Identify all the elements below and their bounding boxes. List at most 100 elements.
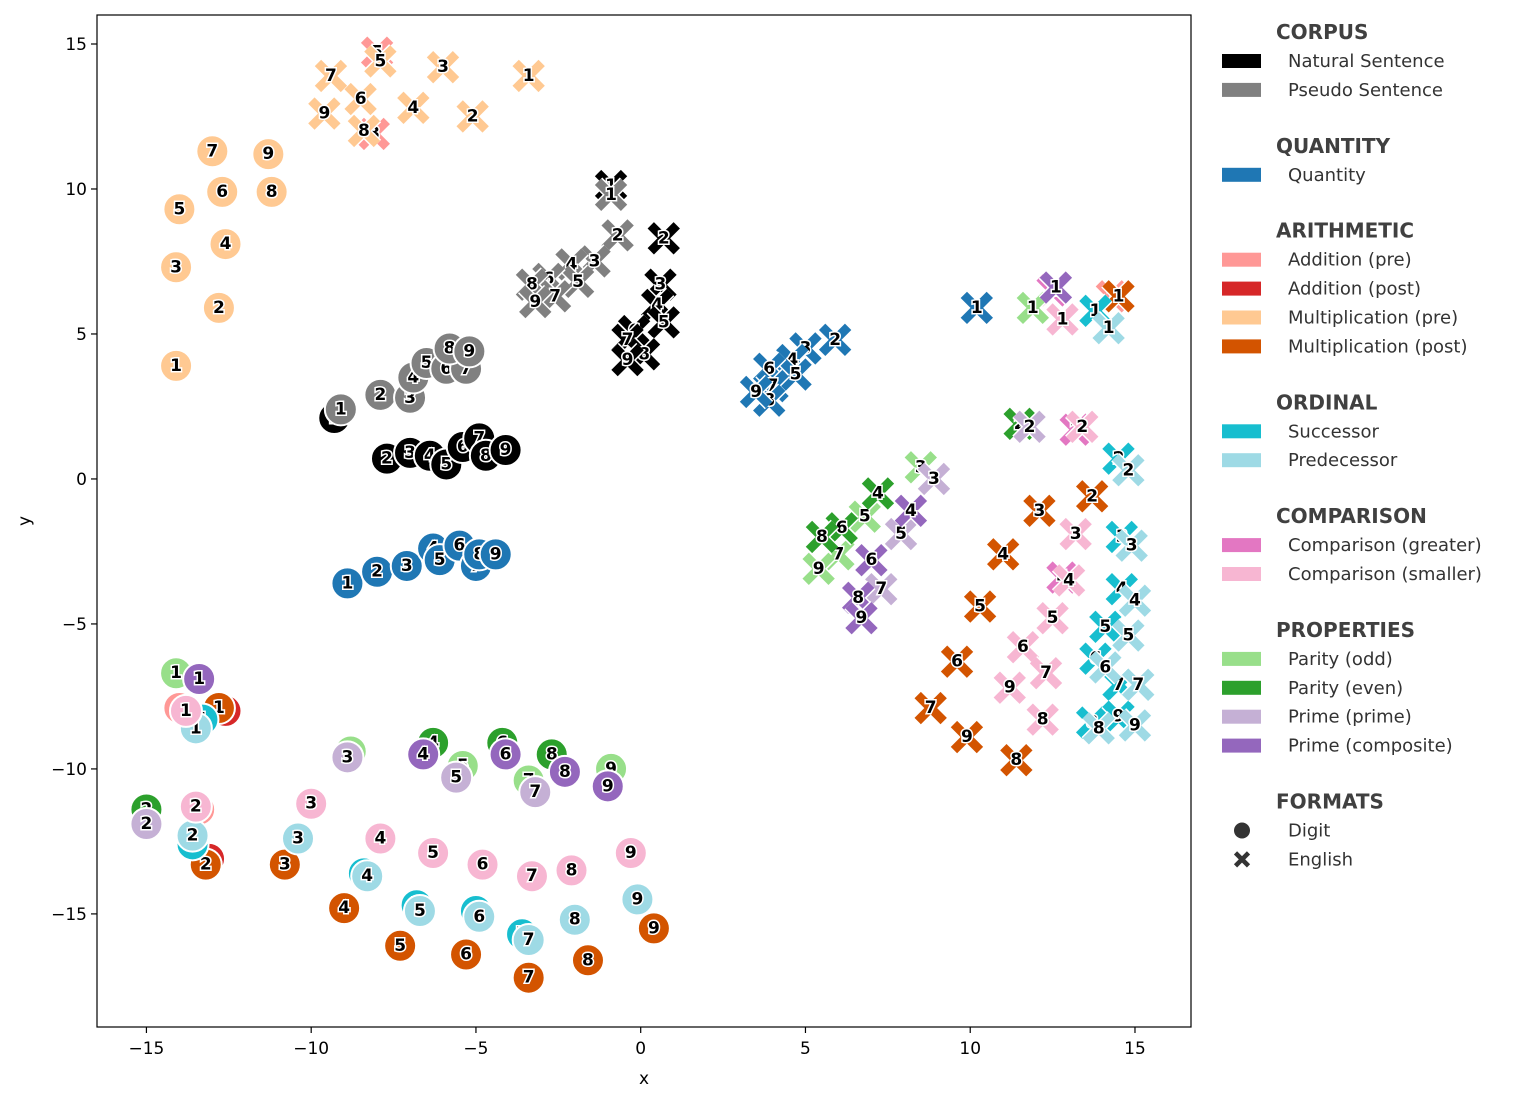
data-label: 8	[816, 527, 828, 547]
data-label: 3	[305, 794, 317, 814]
data-point: 7	[511, 923, 546, 958]
data-point: 1	[959, 290, 995, 326]
data-label: 2	[381, 449, 393, 469]
legend-group-corpus: CORPUS Natural Sentence Pseudo Sentence	[1222, 20, 1445, 101]
data-point: 9	[844, 600, 879, 636]
data-label: 7	[875, 579, 887, 599]
y-tick-label: 10	[65, 180, 87, 200]
data-point: 7	[1121, 667, 1156, 703]
data-point: 4	[406, 737, 441, 772]
y-axis-label: y	[15, 516, 35, 526]
legend-swatch	[1222, 252, 1261, 267]
data-label: 1	[180, 701, 192, 721]
data-label: 3	[589, 251, 601, 271]
legend-entry: Successor	[1222, 421, 1379, 442]
data-label: 5	[572, 272, 584, 292]
legend-group-title: ARITHMETIC	[1276, 219, 1414, 243]
legend-entry-label: English	[1288, 849, 1353, 870]
legend-group-properties: PROPERTIES Parity (odd) Parity (even) Prime…	[1222, 618, 1453, 757]
data-label: 5	[658, 312, 670, 332]
legend-entry-label: Successor	[1288, 421, 1379, 442]
data-label: 7	[206, 141, 218, 161]
series-parity-even-english: 2 4 68	[804, 406, 1037, 555]
legend-swatch	[1222, 680, 1261, 695]
data-label: 3	[1033, 501, 1045, 521]
legend-group-ordinal: ORDINAL Successor Predecessor	[1222, 390, 1398, 471]
legend-circle-marker	[1234, 822, 1250, 839]
data-point: 6	[939, 644, 975, 679]
data-point: 2	[817, 322, 853, 358]
data-label: 5	[173, 199, 185, 219]
data-point: 1	[1038, 270, 1074, 305]
legend-group-title: PROPERTIES	[1276, 618, 1415, 642]
legend-entry: Natural Sentence	[1222, 51, 1445, 72]
legend-entry: Multiplication (post)	[1222, 336, 1467, 357]
data-label: 9	[961, 727, 973, 747]
data-point: 6	[1088, 650, 1123, 685]
data-label: 2	[200, 855, 212, 875]
data-point: 7	[514, 859, 549, 894]
data-label: 2	[1122, 460, 1134, 480]
legend-entry: Addition (pre)	[1222, 250, 1412, 271]
data-point: 4	[363, 821, 398, 856]
data-label: 7	[1132, 675, 1144, 695]
legend-entry: Parity (even)	[1222, 678, 1403, 699]
data-label: 2	[374, 385, 386, 405]
data-label: 4	[407, 98, 419, 118]
legend-swatch	[1222, 709, 1261, 724]
data-label: 5	[895, 524, 907, 544]
data-label: 5	[859, 507, 871, 527]
data-label: 7	[1040, 663, 1052, 683]
y-tick-label: 15	[65, 35, 87, 55]
data-point: 1	[1091, 310, 1126, 346]
legend-group-arithmetic: ARITHMETIC Addition (pre) Addition (post) M…	[1222, 219, 1467, 357]
legend-swatch	[1222, 339, 1261, 354]
data-point: 3	[281, 821, 316, 856]
data-label: 5	[427, 843, 439, 863]
data-label: 6	[1017, 637, 1029, 657]
legend-entry-label: Multiplication (post)	[1288, 336, 1467, 357]
data-point: 5	[883, 516, 919, 552]
y-tick-label: 5	[76, 325, 87, 345]
legend-swatch	[1222, 738, 1261, 753]
data-point: 5	[363, 44, 398, 79]
legend-swatch	[1222, 651, 1261, 666]
data-point: 7	[313, 58, 349, 94]
data-point: 2	[175, 818, 210, 853]
data-point: 2	[455, 99, 490, 134]
data-point: 1	[1015, 290, 1051, 326]
data-label: 9	[463, 341, 475, 361]
legend-entry: Predecessor	[1222, 450, 1398, 471]
data-label: 7	[549, 286, 561, 306]
data-points: 1234567891234567891234567891234567891234…	[129, 35, 1156, 995]
legend-entry: Multiplication (pre)	[1222, 308, 1458, 329]
legend-entry: Parity (odd)	[1222, 649, 1393, 670]
data-point: 9	[251, 137, 286, 172]
data-point: 8	[547, 754, 582, 789]
legend-group-title: ORDINAL	[1276, 390, 1378, 414]
data-point: 2	[178, 789, 213, 824]
legend-swatch	[1222, 424, 1261, 439]
data-point: 7	[195, 134, 230, 169]
data-point: 9	[590, 769, 625, 804]
data-label: 9	[750, 382, 762, 402]
data-point: 9	[1117, 708, 1153, 743]
series-comparison-smaller-digit: 1 2 3 4 5 6 7 89	[168, 693, 648, 894]
x-tick-label: −10	[293, 1039, 329, 1059]
data-point: 9	[992, 670, 1028, 705]
legend-swatch	[1222, 453, 1261, 468]
data-point: 9	[636, 911, 671, 946]
data-point: 3	[1058, 516, 1093, 552]
data-point: 8	[346, 113, 382, 149]
series-multiplication-pre-english: 1 2 3 4 567 8 9	[307, 44, 546, 149]
data-label: 6	[473, 907, 485, 927]
data-label: 8	[1037, 710, 1049, 730]
data-label: 8	[1093, 718, 1105, 738]
data-label: 2	[658, 228, 670, 248]
data-point: 6	[488, 737, 523, 772]
